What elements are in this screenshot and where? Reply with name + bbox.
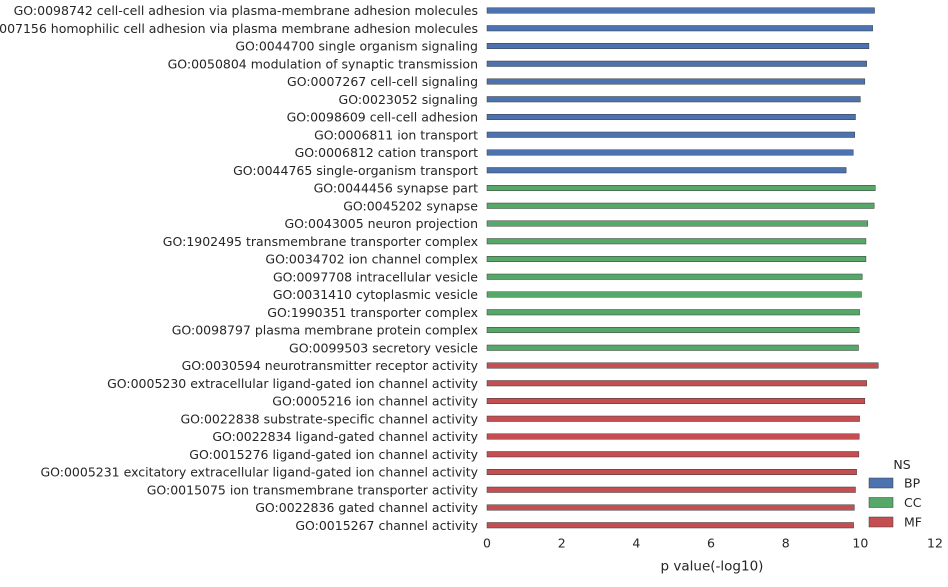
bar-mf-21 [486,380,867,387]
category-label: GO:0044765 single-organism transport [233,163,478,178]
category-label: GO:0005231 excitatory extracellular liga… [40,465,478,480]
legend-label-cc: CC [904,495,922,510]
category-label: GO:0098609 cell-cell adhesion [287,110,478,125]
category-label: GO:0022836 gated channel activity [255,500,478,515]
bar-mf-26 [486,469,857,475]
bar-bp-6 [486,114,856,120]
category-label: GO:0044456 synapse part [314,181,478,196]
x-tick-label: 2 [558,535,566,550]
bar-mf-25 [486,451,860,458]
legend-label-bp: BP [904,476,921,491]
bar-bp-4 [486,78,866,85]
category-label: GO:0031410 cytoplasmic vesicle [273,287,478,302]
category-label: GO:0007267 cell-cell signaling [287,74,478,89]
bar-cc-11 [486,202,875,209]
bar-bp-0 [486,7,875,14]
bar-bp-8 [486,149,854,156]
category-label: GO:0045202 synapse [343,198,478,213]
bar-cc-16 [486,291,862,298]
bar-cc-19 [486,344,859,351]
bar-cc-17 [486,309,860,316]
category-label: GO:0006811 ion transport [314,127,478,142]
x-tick-label: 12 [927,535,943,550]
category-label: GO:0015075 ion transmembrane transporter… [147,482,479,497]
x-tick-label: 0 [483,535,491,550]
legend-label-mf: MF [904,515,922,530]
x-axis-title: p value(-log10) [661,558,764,574]
category-label: GO:0005216 ion channel activity [272,394,478,409]
bar-cc-10 [486,185,876,191]
category-label: GO:0034702 ion channel complex [265,252,478,267]
category-label: GO:0022838 substrate-specific channel ac… [180,411,478,426]
category-label: GO:1902495 transmembrane transporter com… [163,234,478,249]
x-tick-label: 10 [852,535,868,550]
category-label: GO:0044700 single organism signaling [235,39,478,54]
category-label: GO:0022834 ligand-gated channel activity [212,429,478,444]
bar-cc-15 [486,273,863,280]
bar-mf-29 [486,522,854,529]
x-tick-label: 8 [782,535,790,550]
bar-cc-13 [486,238,867,245]
bar-mf-20 [486,362,879,369]
bar-mf-22 [486,398,866,404]
category-label: GO:0030594 neurotransmitter receptor act… [182,358,479,373]
bar-bp-5 [486,96,861,103]
category-label: GO:0005230 extracellular ligand-gated io… [107,376,479,391]
bar-bp-7 [486,131,855,138]
category-label: GO:0015267 channel activity [295,518,478,533]
bar-cc-12 [486,220,869,227]
category-label: GO:0097708 intracellular vesicle [273,269,478,284]
category-label: GO:0098742 cell-cell adhesion via plasma… [14,3,478,18]
category-label: GO:0098797 plasma membrane protein compl… [172,323,478,338]
legend-swatch-bp [868,477,894,489]
bar-mf-28 [486,504,855,511]
bar-cc-14 [486,256,867,262]
category-label: GO:1990351 transporter complex [267,305,478,320]
category-label: GO:0023052 signaling [339,92,478,107]
legend-title: NS [893,457,910,472]
bar-bp-3 [486,60,867,67]
bar-cc-18 [486,327,860,333]
category-label: GO:0050804 modulation of synaptic transm… [168,56,478,71]
legend-swatch-mf [868,516,894,528]
x-tick-label: 6 [707,535,715,550]
bar-mf-27 [486,486,856,493]
bar-bp-1 [486,25,873,32]
category-label: GO:0006812 cation transport [295,145,478,160]
bar-bp-9 [486,167,847,174]
category-label: GO:0099503 secretory vesicle [289,340,478,355]
category-label: GO:0007156 homophilic cell adhesion via … [0,21,478,36]
bar-mf-23 [486,415,860,422]
category-label: GO:0015276 ligand-gated ion channel acti… [189,447,478,462]
bar-mf-24 [486,433,860,440]
bar-bp-2 [486,43,870,49]
category-label: GO:0043005 neuron projection [284,216,478,231]
x-tick-label: 4 [632,535,640,550]
legend-swatch-cc [868,497,894,508]
